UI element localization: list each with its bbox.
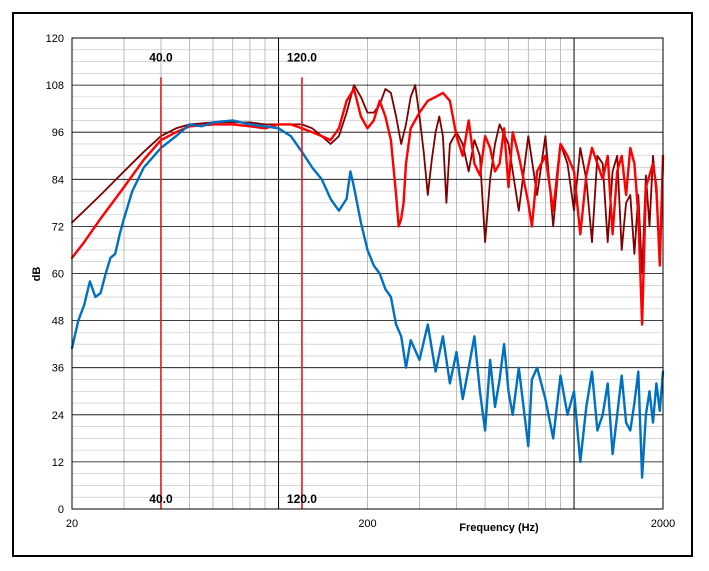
y-tick-label: 60 bbox=[52, 269, 64, 281]
marker-label-top: 120.0 bbox=[287, 51, 317, 65]
y-tick-label: 84 bbox=[52, 174, 64, 186]
series-layer bbox=[70, 84, 665, 479]
series-line-2 bbox=[70, 87, 665, 326]
y-axis-ticks: 0 12 24 36 48 60 72 84 96 108 120 bbox=[46, 33, 64, 516]
chart-frame: 40.0 40.0 120.0 120.0 0 12 24 36 48 60 72 84 96 108 1… bbox=[12, 12, 693, 557]
series-line-3 bbox=[70, 119, 665, 479]
y-axis-title: dB bbox=[31, 267, 43, 282]
x-tick-label: 200 bbox=[358, 518, 376, 530]
plot-border bbox=[71, 37, 664, 510]
x-axis-title: Frequency (Hz) bbox=[459, 522, 539, 534]
marker-label-top: 40.0 bbox=[149, 51, 173, 65]
frequency-response-chart: 40.0 40.0 120.0 120.0 0 12 24 36 48 60 72 84 96 108 1… bbox=[31, 33, 675, 534]
y-tick-label: 24 bbox=[52, 410, 64, 422]
x-axis-ticks: 20 200 2000 bbox=[66, 518, 675, 530]
marker-layer: 40.0 40.0 120.0 120.0 bbox=[149, 51, 317, 509]
y-tick-label: 72 bbox=[52, 221, 64, 233]
y-tick-label: 12 bbox=[52, 457, 64, 469]
y-tick-label: 0 bbox=[58, 504, 64, 516]
y-tick-label: 108 bbox=[46, 80, 64, 92]
series-line-1 bbox=[71, 84, 664, 275]
y-tick-label: 96 bbox=[52, 127, 64, 139]
marker-label-bottom: 120.0 bbox=[287, 492, 317, 506]
y-tick-label: 120 bbox=[46, 33, 64, 45]
y-tick-label: 36 bbox=[52, 363, 64, 375]
x-tick-label: 2000 bbox=[651, 518, 675, 530]
x-tick-label: 20 bbox=[66, 518, 78, 530]
marker-label-bottom: 40.0 bbox=[149, 492, 173, 506]
y-tick-label: 48 bbox=[52, 316, 64, 328]
